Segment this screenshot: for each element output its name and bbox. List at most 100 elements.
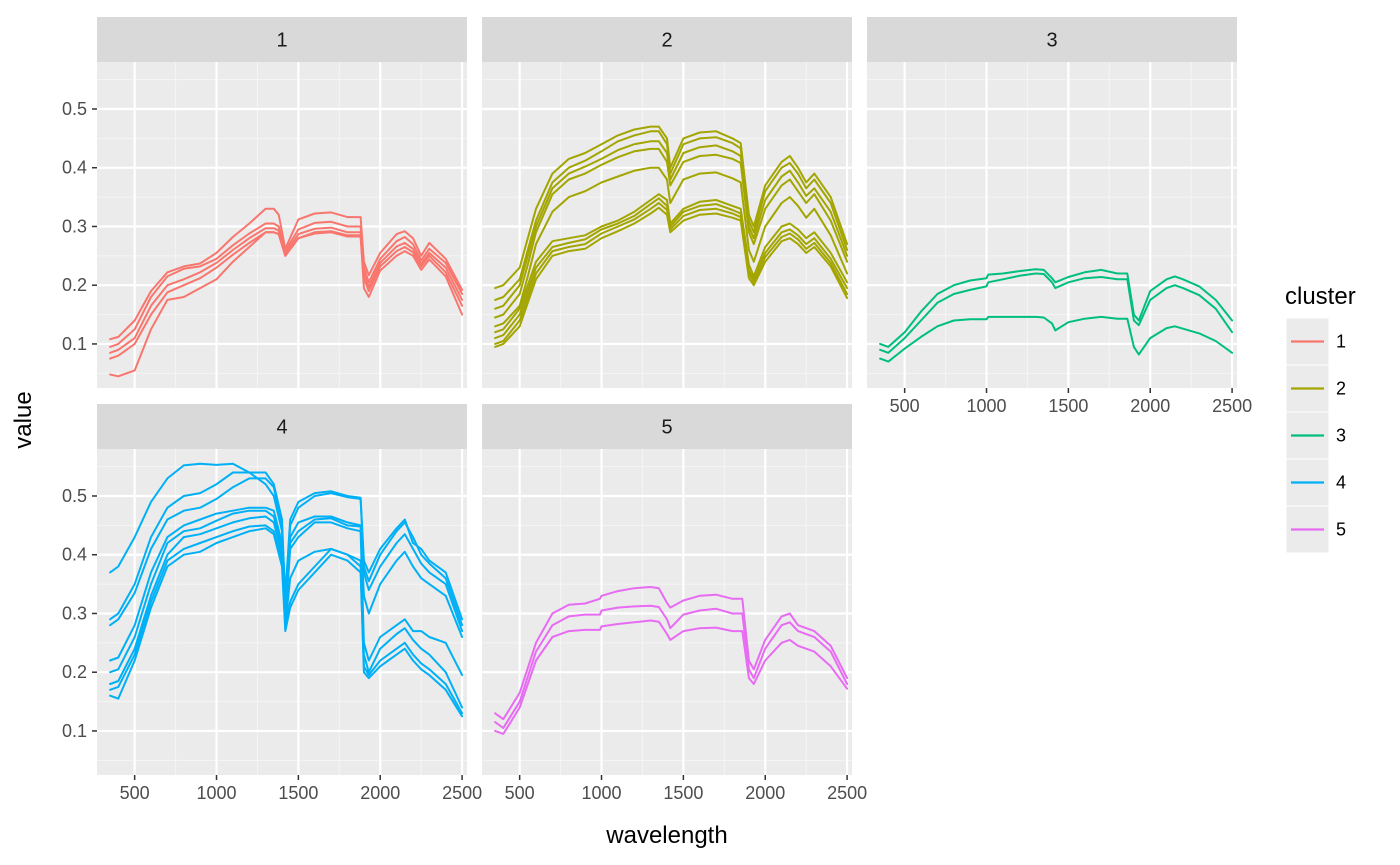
x-tick-label: 2500 <box>827 783 867 803</box>
panel-grid <box>482 449 852 775</box>
strip-label: 1 <box>276 30 287 52</box>
x-tick-label: 1000 <box>581 783 621 803</box>
panel-strip: 5 <box>482 404 852 449</box>
series-line <box>494 147 849 319</box>
panel-1: 1 <box>97 17 467 388</box>
legend-label: 2 <box>1336 379 1346 399</box>
y-tick-label: 0.4 <box>62 545 87 565</box>
series-line <box>109 226 464 354</box>
x-tick-label: 1500 <box>663 783 703 803</box>
panel-strip: 1 <box>97 17 467 62</box>
y-axis-row-2: 0.1 0.2 0.3 0.4 0.5 <box>62 486 97 741</box>
x-axis-panel-4: 500 1000 1500 2000 2500 <box>120 775 482 803</box>
panel-series <box>109 462 464 718</box>
panel-series <box>494 586 849 735</box>
strip-background <box>482 17 852 62</box>
legend-label: 1 <box>1336 332 1346 352</box>
series-line <box>109 477 464 633</box>
x-axis-panel-5: 500 1000 1500 2000 2500 <box>505 775 867 803</box>
series-line <box>109 515 464 709</box>
series-line <box>494 206 849 348</box>
legend-title: cluster <box>1285 283 1356 310</box>
series-line <box>109 509 464 677</box>
series-line <box>109 230 464 378</box>
series-line <box>494 125 849 290</box>
strip-label: 4 <box>276 417 287 439</box>
legend-items: 1 2 3 4 5 <box>1285 317 1346 554</box>
strip-background <box>867 17 1237 62</box>
x-tick-label: 1500 <box>1048 396 1088 416</box>
series-line <box>494 604 849 729</box>
panel-background <box>97 62 467 388</box>
x-tick-label: 1500 <box>278 783 318 803</box>
y-axis-title: value <box>10 391 37 448</box>
series-line <box>879 268 1234 348</box>
series-line <box>109 506 464 662</box>
legend-item-2: 2 <box>1285 364 1346 413</box>
x-tick-label: 2500 <box>1212 396 1252 416</box>
x-tick-label: 2000 <box>360 783 400 803</box>
x-axis-title: wavelength <box>605 822 727 849</box>
panel-series <box>109 207 464 378</box>
series-line <box>494 586 849 721</box>
legend-item-3: 3 <box>1285 411 1346 460</box>
strip-label: 5 <box>661 417 672 439</box>
panel-background <box>867 62 1237 388</box>
series-line <box>109 207 464 341</box>
series-line <box>494 202 849 345</box>
x-tick-label: 1000 <box>196 783 236 803</box>
y-axes-layer: 0.1 0.2 0.3 0.4 0.5 0.1 0.2 0.3 0.4 0.5 <box>62 99 97 741</box>
x-tick-label: 500 <box>120 783 150 803</box>
panel-strip: 3 <box>867 17 1237 62</box>
series-line <box>494 140 849 310</box>
x-tick-label: 500 <box>505 783 535 803</box>
series-line <box>494 130 849 301</box>
series-line <box>879 272 1234 354</box>
legend-item-1: 1 <box>1285 317 1346 366</box>
legend-item-5: 5 <box>1285 505 1346 554</box>
y-tick-label: 0.3 <box>62 603 87 623</box>
y-tick-label: 0.2 <box>62 275 87 295</box>
series-line <box>109 524 464 715</box>
x-tick-label: 500 <box>890 396 920 416</box>
panel-grid <box>97 62 467 388</box>
legend-label: 4 <box>1336 473 1346 493</box>
y-tick-label: 0.5 <box>62 99 87 119</box>
series-line <box>494 193 849 334</box>
x-axis-panel-3: 500 1000 1500 2000 2500 <box>890 388 1252 416</box>
legend: cluster 1 2 3 4 5 <box>1285 283 1356 554</box>
strip-label: 3 <box>1046 30 1057 52</box>
x-tick-label: 1000 <box>966 396 1006 416</box>
y-tick-label: 0.4 <box>62 158 87 178</box>
series-line <box>879 315 1234 363</box>
strip-background <box>97 404 467 449</box>
panel-3: 3 <box>867 17 1237 388</box>
panel-background <box>482 449 852 775</box>
strip-label: 2 <box>661 30 672 52</box>
y-tick-label: 0.1 <box>62 721 87 741</box>
panel-5: 5 <box>482 404 852 775</box>
y-tick-label: 0.2 <box>62 662 87 682</box>
x-tick-label: 2000 <box>745 783 785 803</box>
panel-grid <box>867 62 1237 388</box>
legend-label: 3 <box>1336 426 1346 446</box>
panel-strip: 2 <box>482 17 852 62</box>
series-line <box>494 619 849 735</box>
x-tick-label: 2500 <box>442 783 482 803</box>
y-axis-row-1: 0.1 0.2 0.3 0.4 0.5 <box>62 99 97 354</box>
panel-2: 2 <box>482 17 852 388</box>
y-tick-label: 0.3 <box>62 216 87 236</box>
panel-strip: 4 <box>97 404 467 449</box>
x-tick-label: 2000 <box>1130 396 1170 416</box>
legend-item-4: 4 <box>1285 458 1346 507</box>
panels-layer: 1 2 3 4 5 <box>97 17 1237 775</box>
y-tick-label: 0.1 <box>62 334 87 354</box>
panel-series <box>879 268 1234 363</box>
panel-4: 4 <box>97 404 467 775</box>
series-line <box>109 471 464 627</box>
series-line <box>109 527 464 718</box>
panel-series <box>494 125 849 348</box>
panel-background <box>97 449 467 775</box>
y-tick-label: 0.5 <box>62 486 87 506</box>
